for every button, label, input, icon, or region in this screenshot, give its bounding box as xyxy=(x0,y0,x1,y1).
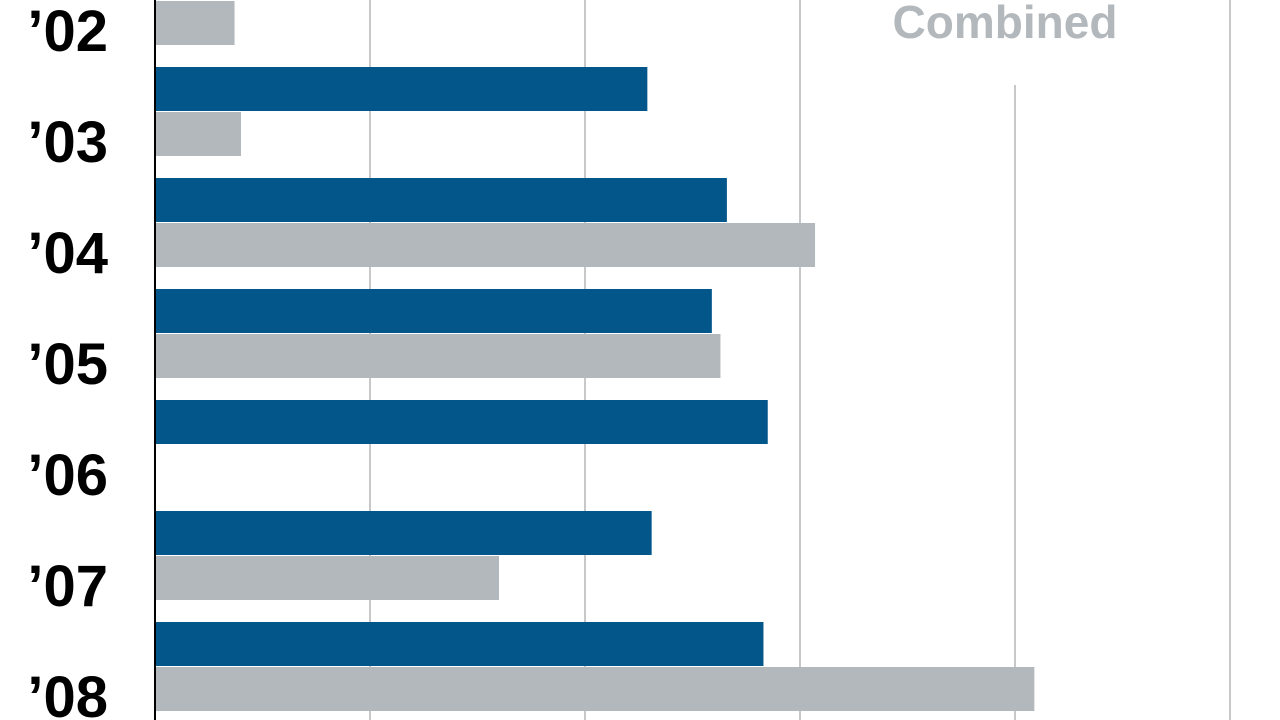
bar-combined xyxy=(155,667,1035,711)
bar-series-1 xyxy=(155,289,712,333)
bar-series-1 xyxy=(155,67,648,111)
category-label: ’03 xyxy=(27,110,108,175)
bar-series-1 xyxy=(155,511,652,555)
category-label: ’06 xyxy=(27,443,108,508)
bar-series-1 xyxy=(155,622,764,666)
bar-combined xyxy=(155,112,241,156)
bar-series-1 xyxy=(155,178,727,222)
bar-combined xyxy=(155,223,816,267)
legend-label-combined: Combined xyxy=(893,0,1118,48)
bar-combined xyxy=(155,1,235,45)
category-label: ’05 xyxy=(27,332,108,397)
bar-series-1 xyxy=(155,400,768,444)
bar-combined xyxy=(155,556,499,600)
category-label: ’02 xyxy=(27,0,108,64)
category-label: ’07 xyxy=(27,554,108,619)
bar-combined xyxy=(155,334,721,378)
category-label: ’08 xyxy=(27,665,108,720)
category-label: ’04 xyxy=(27,221,108,286)
